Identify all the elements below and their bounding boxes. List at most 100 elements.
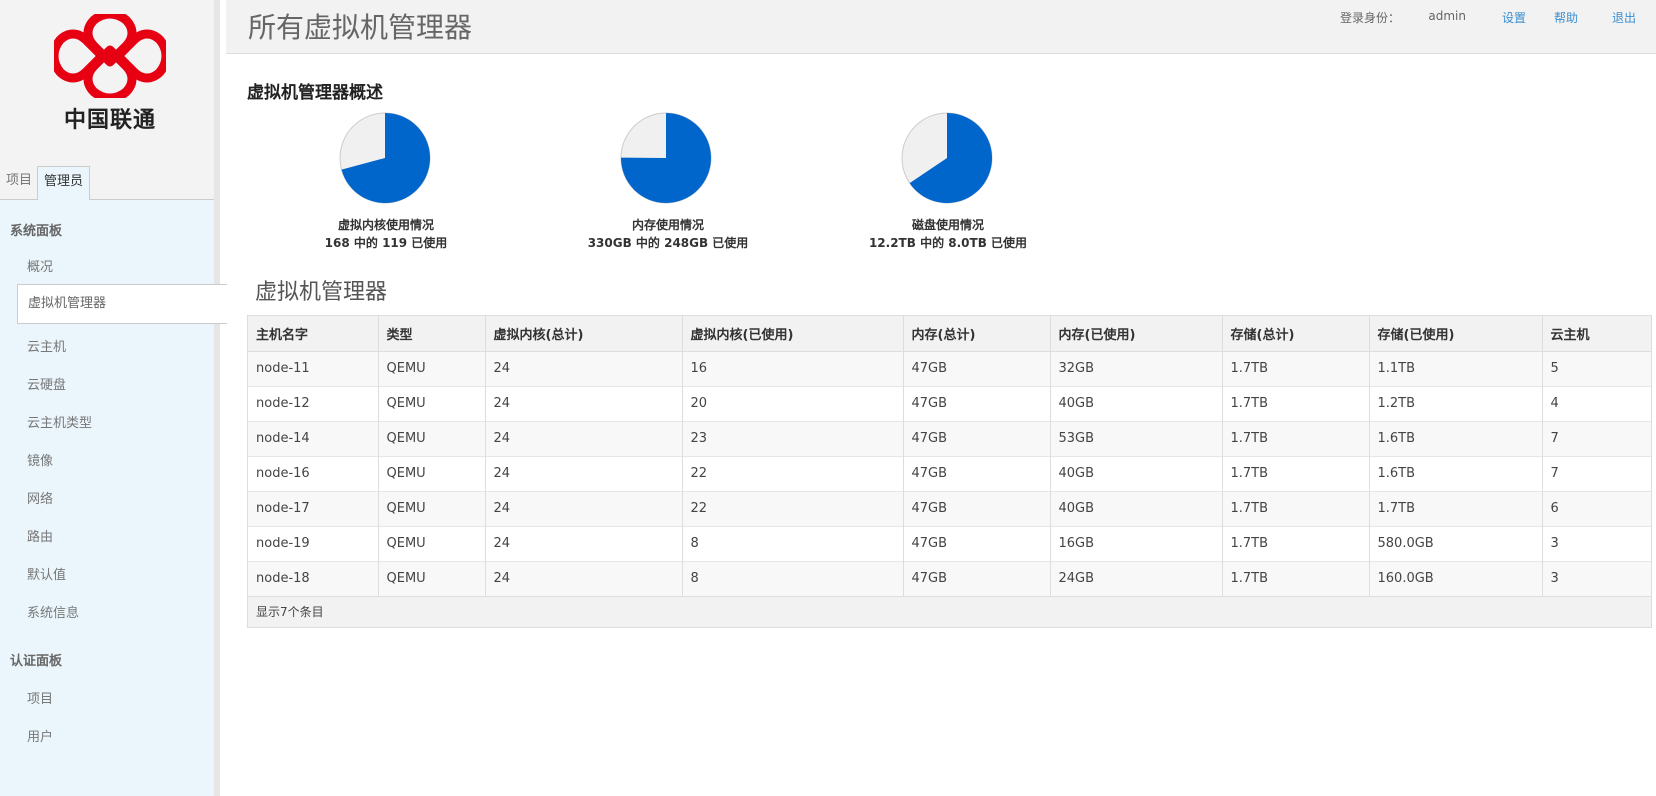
- col-vcpu-total[interactable]: 虚拟内核(总计): [485, 316, 683, 352]
- cell-storage-total: 1.7TB: [1222, 455, 1370, 491]
- unicom-knot-icon: [54, 14, 166, 98]
- sidebar-item-routers[interactable]: 路由: [27, 530, 54, 545]
- cell-storage-total: 1.7TB: [1222, 490, 1370, 526]
- cell-storage-used: 1.2TB: [1369, 385, 1543, 421]
- cell-type: QEMU: [378, 560, 486, 596]
- sidebar-item-projects[interactable]: 项目: [27, 692, 54, 707]
- cell-memory-used: 53GB: [1050, 420, 1223, 456]
- sidebar-tabs: 项目 管理员: [0, 166, 214, 201]
- cell-hostname: node-18: [248, 560, 379, 596]
- cell-type: QEMU: [378, 490, 486, 526]
- sidebar-item-hypervisors[interactable]: 虚拟机管理器: [17, 284, 227, 324]
- overview-title: 虚拟机管理器概述: [247, 83, 383, 103]
- cell-instances: 3: [1542, 560, 1651, 596]
- sidebar-item-networks[interactable]: 网络: [27, 492, 54, 507]
- cell-memory-used: 40GB: [1050, 490, 1223, 526]
- cell-vcpu-total: 24: [485, 420, 683, 456]
- cell-vcpu-total: 24: [485, 490, 683, 526]
- cell-storage-used: 580.0GB: [1369, 525, 1543, 561]
- table-row: node-16 QEMU 24 22 47GB 40GB 1.7TB 1.6TB…: [248, 455, 1651, 491]
- table-row: node-18 QEMU 24 8 47GB 24GB 1.7TB 160.0G…: [248, 560, 1651, 596]
- cell-vcpu-total: 24: [485, 455, 683, 491]
- cell-storage-used: 1.1TB: [1369, 350, 1543, 386]
- hypervisors-heading: 虚拟机管理器: [255, 280, 388, 305]
- cell-hostname: node-12: [248, 385, 379, 421]
- pie-used-slice: [620, 113, 711, 203]
- cell-vcpu-used: 8: [682, 560, 904, 596]
- page-title: 所有虚拟机管理器: [248, 11, 473, 44]
- cell-vcpu-used: 20: [682, 385, 904, 421]
- tab-admin[interactable]: 管理员: [37, 166, 91, 201]
- help-link[interactable]: 帮助: [1553, 11, 1578, 25]
- vcpu-usage-pie: [339, 112, 431, 204]
- cell-storage-used: 1.6TB: [1369, 455, 1543, 491]
- col-instances[interactable]: 云主机: [1542, 316, 1651, 352]
- sidebar-item-instances[interactable]: 云主机: [27, 340, 67, 355]
- cell-memory-total: 47GB: [903, 525, 1051, 561]
- cell-vcpu-total: 24: [485, 525, 683, 561]
- col-memory-used[interactable]: 内存(已使用): [1050, 316, 1223, 352]
- hypervisors-table: 主机名字 类型 虚拟内核(总计) 虚拟内核(已使用) 内存(总计) 内存(已使用…: [247, 315, 1652, 628]
- cell-memory-used: 32GB: [1050, 350, 1223, 386]
- col-storage-used[interactable]: 存储(已使用): [1369, 316, 1543, 352]
- vcpu-usage-label: 虚拟内核使用情况 168 中的 119 已使用: [266, 216, 506, 252]
- cell-type: QEMU: [378, 420, 486, 456]
- memory-usage-title: 内存使用情况: [631, 218, 704, 232]
- col-storage-total[interactable]: 存储(总计): [1222, 316, 1370, 352]
- disk-usage-pie: [901, 112, 993, 204]
- sidebar-item-images[interactable]: 镜像: [27, 454, 54, 469]
- tab-project[interactable]: 项目: [6, 173, 33, 188]
- cell-memory-used: 16GB: [1050, 525, 1223, 561]
- section-title-identity: 认证面板: [10, 654, 63, 669]
- cell-memory-used: 24GB: [1050, 560, 1223, 596]
- col-vcpu-used[interactable]: 虚拟内核(已使用): [682, 316, 904, 352]
- cell-vcpu-used: 8: [682, 525, 904, 561]
- user-name: admin: [1428, 9, 1466, 23]
- cell-hostname: node-19: [248, 525, 379, 561]
- sidebar-item-flavors[interactable]: 云主机类型: [27, 416, 93, 431]
- vcpu-usage-detail: 168 中的 119 已使用: [324, 236, 448, 250]
- logout-link[interactable]: 退出: [1611, 11, 1636, 25]
- cell-vcpu-total: 24: [485, 350, 683, 386]
- table-row: node-19 QEMU 24 8 47GB 16GB 1.7TB 580.0G…: [248, 525, 1651, 561]
- cell-vcpu-used: 16: [682, 350, 904, 386]
- col-type[interactable]: 类型: [378, 316, 486, 352]
- sidebar-item-volumes[interactable]: 云硬盘: [27, 378, 67, 393]
- pie-used-slice: [341, 113, 430, 203]
- table-row: node-11 QEMU 24 16 47GB 32GB 1.7TB 1.1TB…: [248, 350, 1651, 386]
- memory-usage-label: 内存使用情况 330GB 中的 248GB 已使用: [548, 216, 788, 252]
- cell-storage-used: 160.0GB: [1369, 560, 1543, 596]
- vcpu-usage-title: 虚拟内核使用情况: [337, 218, 434, 232]
- cell-instances: 7: [1542, 455, 1651, 491]
- cell-type: QEMU: [378, 385, 486, 421]
- sidebar-item-system-info[interactable]: 系统信息: [27, 606, 80, 621]
- cell-hostname: node-14: [248, 420, 379, 456]
- cell-hostname: node-16: [248, 455, 379, 491]
- col-memory-total[interactable]: 内存(总计): [903, 316, 1051, 352]
- cell-type: QEMU: [378, 525, 486, 561]
- disk-usage-label: 磁盘使用情况 12.2TB 中的 8.0TB 已使用: [828, 216, 1068, 252]
- cell-vcpu-total: 24: [485, 560, 683, 596]
- table-header-row: 主机名字 类型 虚拟内核(总计) 虚拟内核(已使用) 内存(总计) 内存(已使用…: [248, 316, 1651, 352]
- china-unicom-logo: 中国联通: [50, 14, 170, 134]
- cell-memory-used: 40GB: [1050, 455, 1223, 491]
- cell-storage-total: 1.7TB: [1222, 350, 1370, 386]
- cell-instances: 7: [1542, 420, 1651, 456]
- cell-memory-total: 47GB: [903, 350, 1051, 386]
- sidebar-item-defaults[interactable]: 默认值: [27, 568, 67, 583]
- cell-vcpu-used: 22: [682, 455, 904, 491]
- pie-used-slice: [909, 113, 992, 203]
- cell-storage-used: 1.7TB: [1369, 490, 1543, 526]
- section-title-system: 系统面板: [10, 224, 63, 239]
- settings-link[interactable]: 设置: [1501, 11, 1526, 25]
- cell-hostname: node-11: [248, 350, 379, 386]
- sidebar-panel: 系统面板 概况 虚拟机管理器 云主机 云硬盘 云主机类型 镜像 网络 路由 默认…: [0, 200, 227, 796]
- cell-vcpu-used: 22: [682, 490, 904, 526]
- sidebar-item-overview[interactable]: 概况: [27, 260, 54, 275]
- sidebar-item-users[interactable]: 用户: [27, 730, 54, 745]
- cell-memory-total: 47GB: [903, 420, 1051, 456]
- disk-usage-title: 磁盘使用情况: [911, 218, 984, 232]
- col-hostname[interactable]: 主机名字: [248, 316, 379, 352]
- logo-text: 中国联通: [63, 108, 156, 133]
- table-footer: 显示7个条目: [248, 596, 1651, 627]
